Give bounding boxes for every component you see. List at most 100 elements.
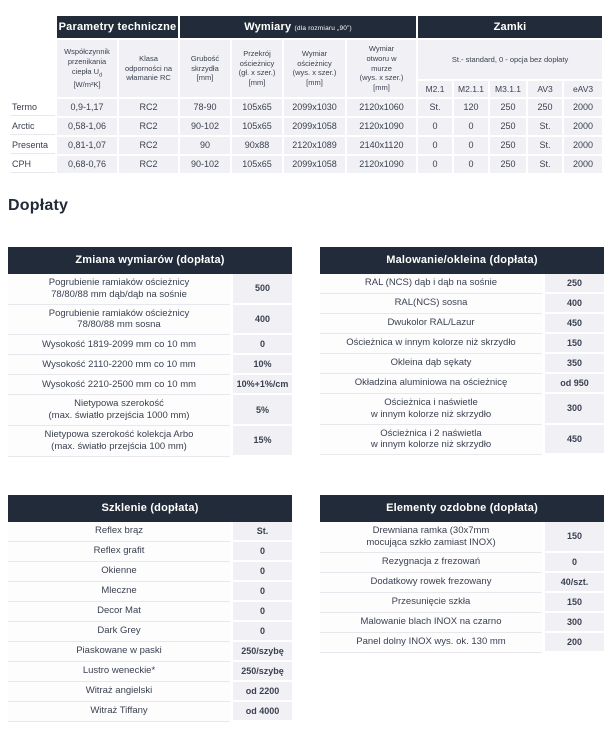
row-label: Przesunięcie szkła	[320, 592, 542, 613]
table-row: Nietypowa szerokość (max. światło przejś…	[8, 395, 292, 426]
decorative-elements-table: Elementy ozdobne (dopłata) Drewniana ram…	[320, 494, 604, 653]
cell: 2120x1089	[284, 136, 345, 154]
table-row: Mleczne 0	[8, 581, 292, 602]
row-label: Wysokość 1819-2099 mm co 10 mm	[8, 335, 230, 356]
lock-col-m311: M3.1.1	[490, 80, 527, 97]
row-name: Termo	[10, 98, 55, 116]
group-header-wymiary: Wymiary (dla rozmiaru „90”)	[180, 16, 417, 38]
cell: 90-102	[180, 117, 230, 135]
row-value: 0	[230, 621, 292, 642]
table-title: Szklenie (dopłata)	[8, 494, 292, 522]
row-label: Drewniana ramka (30x7mm mocująca szkło z…	[320, 521, 542, 553]
row-label: Nietypowa szerokość (max. światło przejś…	[8, 395, 230, 426]
table-row: Nietypowa szerokość kolekcja Arbo (max. …	[8, 426, 292, 457]
row-value: St.	[230, 521, 292, 542]
table-row: Dwukolor RAL/Lazur 450	[320, 313, 604, 334]
table-row: Witraż angielski od 2200	[8, 681, 292, 702]
table-row: Okienne 0	[8, 561, 292, 582]
cell: RC2	[119, 117, 178, 135]
row-name: CPH	[10, 155, 55, 173]
table-row: Malowanie blach INOX na czarno 300	[320, 612, 604, 633]
row-label: Reflex brąz	[8, 521, 230, 542]
group-header-label: Parametry techniczne	[58, 21, 177, 33]
row-value: 0	[230, 581, 292, 602]
table-title: Zmiana wymiarów (dopłata)	[8, 246, 292, 274]
table-row-presenta: Presenta 0,81-1,07 RC2 90 90x88 2120x108…	[10, 136, 603, 154]
cell: 0	[418, 136, 453, 154]
cell: 2000	[564, 117, 603, 135]
row-label: Pogrubienie ramiaków ościeżnicy 78/80/88…	[8, 273, 230, 305]
row-name: Presenta	[10, 136, 55, 154]
cell: 0	[454, 117, 489, 135]
cell: RC2	[119, 98, 178, 116]
row-value: 10%	[230, 355, 292, 376]
table-row: Okleina dąb sękaty 350	[320, 353, 604, 374]
group-header-label: Zamki	[493, 21, 527, 33]
table-row: Reflex brąz St.	[8, 521, 292, 542]
table-row: RAL(NCS) sosna 400	[320, 293, 604, 314]
cell: 2120x1060	[347, 98, 417, 116]
row-value: 0	[230, 335, 292, 356]
row-value: 0	[230, 601, 292, 622]
row-value: od 950	[542, 373, 604, 394]
cell: 105x65	[232, 155, 282, 173]
row-value: 400	[542, 293, 604, 314]
lock-columns-row: M2.1 M2.1.1 M3.1.1 AV3 eAV3	[10, 80, 603, 97]
corner-blank-cell	[10, 40, 55, 97]
cell: 0,68-0,76	[57, 155, 117, 173]
row-label: RAL(NCS) sosna	[320, 293, 542, 314]
row-label: Ościeżnica w innym kolorze niż skrzydło	[320, 333, 542, 354]
cell: 0	[454, 155, 489, 173]
row-label: Dwukolor RAL/Lazur	[320, 313, 542, 334]
row-label: Okienne	[8, 561, 230, 582]
row-value: 300	[542, 393, 604, 425]
cell: 105x65	[232, 98, 282, 116]
painting-veneer-table: Malowanie/okleina (dopłata) RAL (NCS) dą…	[320, 246, 604, 456]
cell: RC2	[119, 136, 178, 154]
row-label: Ościeżnica i naświetle w innym kolorze n…	[320, 393, 542, 425]
table-row: Pogrubienie ramiaków ościeżnicy 78/80/88…	[8, 304, 292, 336]
row-label: Okleina dąb sękaty	[320, 353, 542, 374]
row-label: Reflex grafit	[8, 541, 230, 562]
cell: 0	[454, 136, 489, 154]
cell: RC2	[119, 155, 178, 173]
table-row-cph: CPH 0,68-0,76 RC2 90-102 105x65 2099x105…	[10, 155, 603, 173]
row-value: 150	[542, 592, 604, 613]
table-title: Elementy ozdobne (dopłata)	[320, 494, 604, 522]
table-row: Wysokość 1819-2099 mm co 10 mm 0	[8, 335, 292, 356]
cell: 2120x1090	[347, 155, 417, 173]
table-title: Malowanie/okleina (dopłata)	[320, 246, 604, 274]
cell: 2099x1058	[284, 155, 345, 173]
row-label: Panel dolny INOX wys. ok. 130 mm	[320, 632, 542, 653]
row-label: Witraż Tiffany	[8, 701, 230, 722]
cell: 2000	[564, 155, 603, 173]
table-row: Przesunięcie szkła 150	[320, 592, 604, 613]
row-label: Witraż angielski	[8, 681, 230, 702]
row-value: 450	[542, 424, 604, 456]
subheader-u-value: Współczynnik przenikania ciepła Ud [W/m²K…	[57, 40, 117, 97]
table-row: Wysokość 2110-2200 mm co 10 mm 10%	[8, 355, 292, 376]
row-value: 400	[230, 304, 292, 336]
table-row: Ościeżnica i 2 naświetla w innym kolorze…	[320, 424, 604, 456]
row-label: Malowanie blach INOX na czarno	[320, 612, 542, 633]
lock-col-m211: M2.1.1	[454, 80, 489, 97]
technical-parameters-table: Parametry techniczne Wymiary (dla rozmia…	[8, 14, 604, 175]
cell: 250	[490, 98, 527, 116]
subheader-przekroj: Przekrój ościeżnicy (gł. x szer.) [mm]	[232, 40, 282, 97]
table-row: Decor Mat 0	[8, 601, 292, 622]
row-value: 150	[542, 333, 604, 354]
row-label: Okładzina aluminiowa na ościeżnicę	[320, 373, 542, 394]
subheader-grubosc: Grubość skrzydła [mm]	[180, 40, 230, 97]
cell: 250	[490, 155, 527, 173]
row-value: 500	[230, 273, 292, 305]
row-label: Pogrubienie ramiaków ościeżnicy 78/80/88…	[8, 304, 230, 336]
cell: St.	[528, 136, 563, 154]
cell: 0	[418, 155, 453, 173]
row-name: Arctic	[10, 117, 55, 135]
table-row: Drewniana ramka (30x7mm mocująca szkło z…	[320, 521, 604, 553]
table-row: Dodatkowy rowek frezowany 40/szt.	[320, 572, 604, 593]
row-value: 250	[542, 273, 604, 294]
subheader-wymiar-otworu: Wymiar otworu w murze (wys. x szer.) [mm…	[347, 40, 417, 97]
lock-col-m21: M2.1	[418, 80, 453, 97]
